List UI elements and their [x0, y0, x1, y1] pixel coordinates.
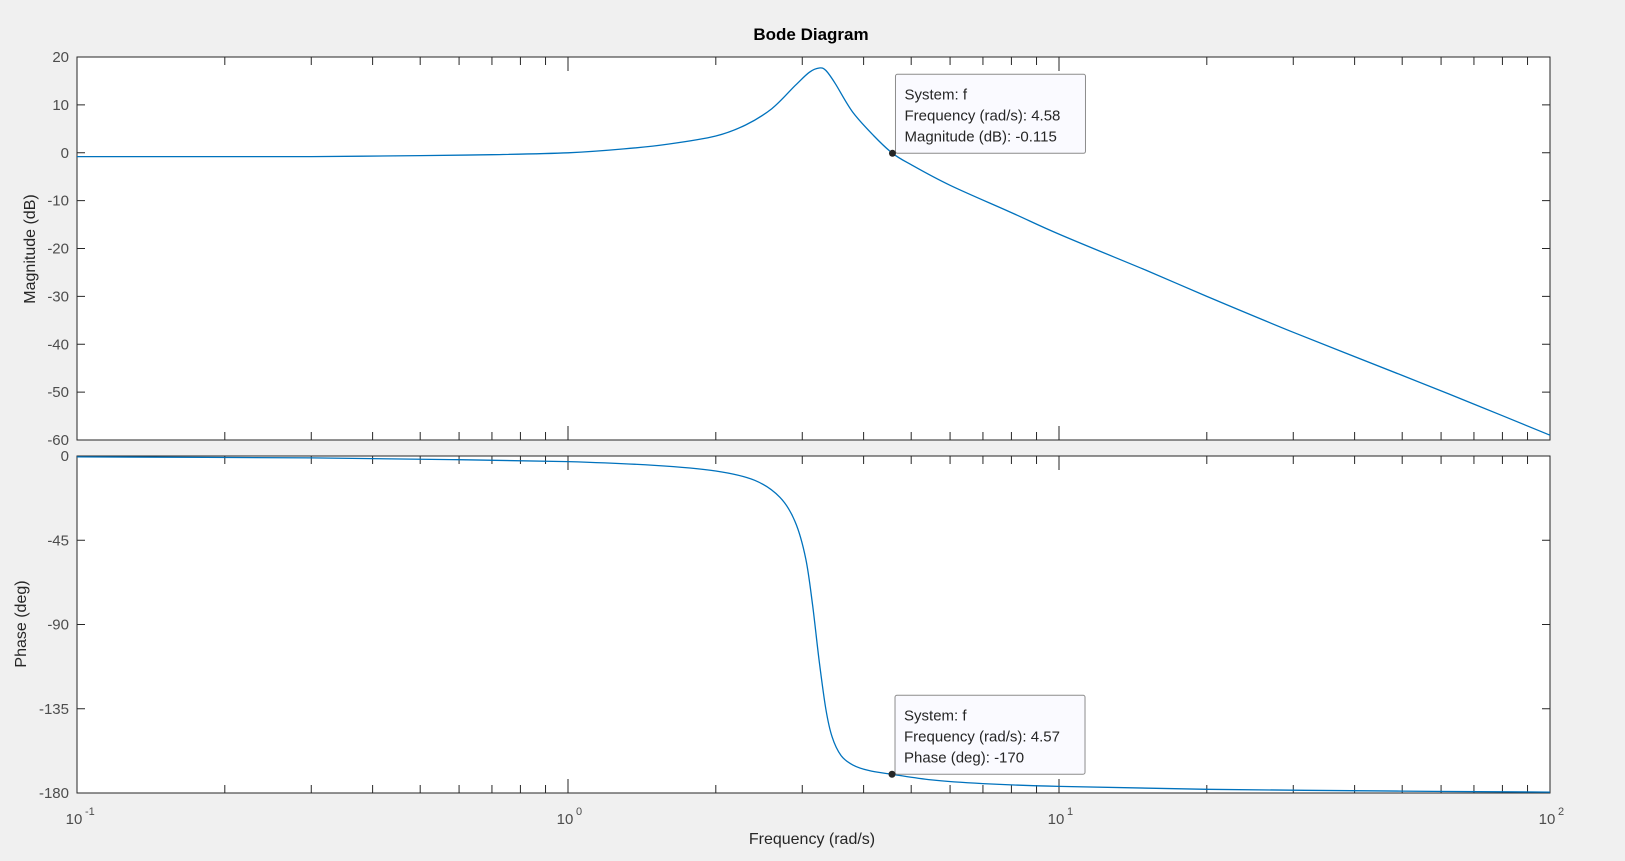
magnitude-datatip[interactable]: System: f Frequency (rad/s): 4.58 Magnit… — [888, 73, 1086, 157]
magnitude-datatip-box — [894, 73, 1086, 154]
y-tick-label: -90 — [47, 617, 69, 634]
phase-panel: 0 -45 -90 -135 -180 System: f Frequency (rad… — [13, 448, 1551, 802]
y-tick-label: 0 — [61, 448, 69, 465]
x-tick-exponent: -1 — [85, 806, 95, 818]
y-tick-label: -135 — [39, 701, 69, 718]
y-tick-label: 20 — [52, 49, 69, 66]
magnitude-panel: 20 10 0 -10 -20 -30 -40 -50 -60 System: f Freque… — [22, 49, 1551, 449]
magnitude-datatip-marker — [888, 149, 896, 157]
phase-datatip-system: System: f — [904, 707, 967, 724]
magnitude-axes-area — [76, 56, 1551, 441]
x-tick-label: 10 — [66, 811, 83, 828]
x-tick-labels: 10 -1 10 0 10 1 10 2 — [66, 806, 1564, 828]
x-tick-label: 10 — [557, 811, 574, 828]
magnitude-ylabel: Magnitude (dB) — [22, 194, 39, 303]
chart-title: Bode Diagram — [753, 25, 868, 44]
x-tick-exponent: 2 — [1558, 806, 1564, 818]
x-tick-label: 10 — [1048, 811, 1065, 828]
phase-ylabel: Phase (deg) — [13, 580, 30, 667]
y-tick-label: 10 — [52, 97, 69, 114]
phase-datatip-box — [894, 694, 1086, 775]
y-tick-label: -30 — [47, 288, 69, 305]
x-tick-label: 10 — [1539, 811, 1556, 828]
x-axis-label: Frequency (rad/s) — [749, 831, 875, 848]
magnitude-datatip-value: Magnitude (dB): -0.115 — [904, 128, 1056, 145]
magnitude-ticks: 20 10 0 -10 -20 -30 -40 -50 -60 — [47, 49, 1550, 449]
phase-line — [76, 456, 1551, 793]
phase-datatip[interactable]: System: f Frequency (rad/s): 4.57 Phase … — [888, 694, 1086, 778]
phase-datatip-frequency: Frequency (rad/s): 4.57 — [904, 728, 1060, 745]
y-tick-label: -50 — [47, 384, 69, 401]
magnitude-datatip-system: System: f — [904, 86, 967, 103]
x-tick-exponent: 1 — [1067, 806, 1073, 818]
magnitude-datatip-frequency: Frequency (rad/s): 4.58 — [904, 107, 1060, 124]
phase-datatip-value: Phase (deg): -170 — [904, 749, 1024, 766]
y-tick-label: 0 — [61, 145, 69, 162]
y-tick-label: -10 — [47, 193, 69, 210]
y-tick-label: -40 — [47, 336, 69, 353]
y-tick-label: -45 — [47, 532, 69, 549]
x-tick-exponent: 0 — [576, 806, 582, 818]
y-tick-label: -20 — [47, 241, 69, 258]
y-tick-label: -60 — [47, 432, 69, 449]
magnitude-line — [77, 67, 1551, 436]
phase-axes-area — [76, 455, 1551, 794]
phase-datatip-marker — [888, 770, 896, 778]
y-tick-label: -180 — [39, 785, 69, 802]
